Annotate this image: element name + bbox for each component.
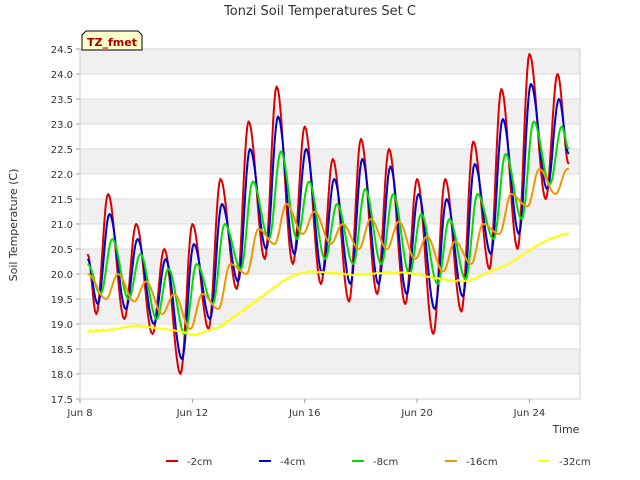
y-tick-label: 18.0 xyxy=(51,370,73,381)
x-tick-label: Jun 8 xyxy=(66,408,92,419)
y-tick-label: 19.0 xyxy=(51,320,73,331)
legend-label: -8cm xyxy=(373,457,398,468)
plot-border xyxy=(79,48,581,400)
plot-band xyxy=(80,374,580,399)
legend: -2cm -4cm -8cm -16cm -32cm xyxy=(166,457,591,468)
y-tick-label: 20.5 xyxy=(51,245,73,256)
y-tick-label: 22.5 xyxy=(51,145,73,156)
y-tick-label: 23.5 xyxy=(51,95,73,106)
y-tick-label: 21.5 xyxy=(51,195,73,206)
legend-label: -4cm xyxy=(280,457,305,468)
series-line-32cmcm xyxy=(87,232,570,336)
plot-band xyxy=(80,99,580,124)
plot-band xyxy=(80,299,580,324)
y-tick-label: 21.0 xyxy=(51,220,73,231)
y-tick-label: 24.0 xyxy=(51,70,73,81)
plot-band xyxy=(80,49,580,74)
plot-band xyxy=(80,74,580,99)
x-tick-label: Jun 12 xyxy=(176,408,209,419)
y-tick-label: 20.0 xyxy=(51,270,73,281)
x-axis-label: Time xyxy=(552,423,580,436)
x-tick-label: Jun 20 xyxy=(400,408,433,419)
y-tick-label: 17.5 xyxy=(51,395,73,406)
series-line-8cmcm xyxy=(87,120,570,335)
annotation-box: TZ_fmet xyxy=(81,30,143,51)
series-line-16cmcm xyxy=(87,168,570,330)
legend-label: -32cm xyxy=(559,457,591,468)
chart-title: Tonzi Soil Temperatures Set C xyxy=(223,4,416,19)
y-axis-label: Soil Temperature (C) xyxy=(7,169,20,282)
plot-band xyxy=(80,249,580,274)
y-tick-label: 23.0 xyxy=(51,120,73,131)
x-tick-label: Jun 24 xyxy=(513,408,546,419)
x-tick-label: Jun 16 xyxy=(288,408,321,419)
plot-band xyxy=(80,274,580,299)
y-tick-label: 18.5 xyxy=(51,345,73,356)
legend-label: -2cm xyxy=(187,457,212,468)
y-axis: 17.5 18.0 18.5 19.0 19.5 20.0 20.5 21.0 21.5 22.0… xyxy=(51,45,80,406)
y-tick-label: 24.5 xyxy=(51,45,73,56)
series-lines xyxy=(86,53,570,375)
legend-label: -16cm xyxy=(466,457,498,468)
y-tick-label: 22.0 xyxy=(51,170,73,181)
y-tick-label: 19.5 xyxy=(51,295,73,306)
annotation-label: TZ_fmet xyxy=(87,36,137,49)
series-line-4cmcm xyxy=(86,83,570,360)
x-axis: Jun 8 Jun 12 Jun 16 Jun 20 Jun 24 xyxy=(66,399,545,419)
plot-band xyxy=(80,349,580,374)
